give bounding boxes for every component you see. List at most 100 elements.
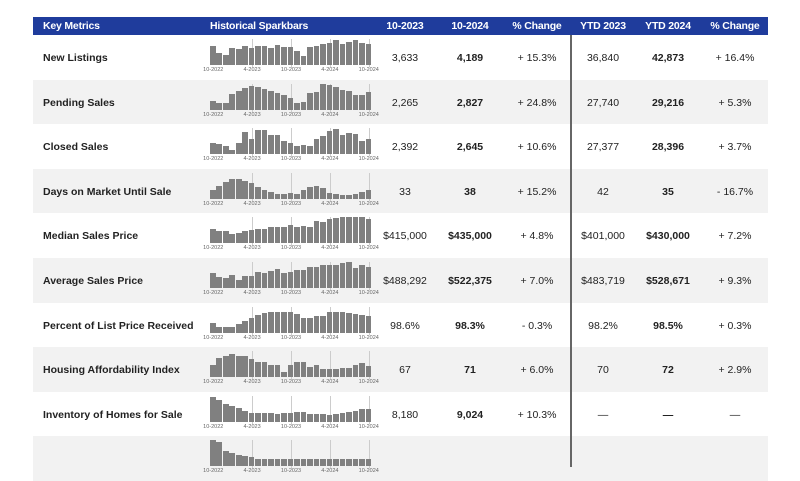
sparkbar <box>235 179 242 199</box>
value-ychg: + 3.7% <box>718 141 752 154</box>
sparkbar <box>222 278 229 288</box>
sparkbar <box>339 368 346 378</box>
metric-label: Inventory of Homes for Sale <box>43 408 183 421</box>
sparkbar-tick-label: 10-2023 <box>280 423 302 430</box>
sparkbar-axis: 10-2022 4-2023 10-2023 4-2024 10-2024 <box>203 111 379 120</box>
sparkbar <box>242 410 248 422</box>
sparkbar <box>294 51 300 65</box>
sparkbar <box>359 141 365 155</box>
sparkbar <box>307 317 313 333</box>
value-y2023: 27,377 <box>586 141 620 154</box>
sparkbar <box>222 326 229 333</box>
sparkbar-tick-label: 10-2023 <box>280 67 302 73</box>
sparkbar <box>346 91 352 110</box>
sparkbar <box>333 413 339 422</box>
value-y2024: 42,873 <box>651 52 685 64</box>
sparkbar <box>359 192 365 199</box>
sparkbar-tick-label: 10-2023 <box>280 200 302 207</box>
sparkbar <box>242 320 248 333</box>
sparkbar <box>294 458 300 467</box>
sparkbar <box>313 316 320 333</box>
sparkbar <box>235 49 242 65</box>
sparkbar-tick-label: 4-2024 <box>321 289 339 296</box>
table-row: 10-2022 4-2023 10-2023 4-2024 10-2024 <box>33 436 768 481</box>
sparkbar <box>261 88 268 110</box>
sparkbar <box>261 229 268 244</box>
sparkbar-tick-label: 10-2022 <box>203 156 224 163</box>
sparkbar-chart <box>210 128 372 157</box>
sparkbar <box>294 313 300 333</box>
value-mchg: + 10.6% <box>517 141 557 154</box>
sparkbar-tick-label: 10-2024 <box>358 334 379 341</box>
sparkbar-tick-label: 4-2023 <box>243 379 261 386</box>
sparkbar <box>307 46 313 65</box>
value-m2023: 3,633 <box>391 52 419 64</box>
sparkbar <box>281 193 287 199</box>
value-m2024: 38 <box>464 185 476 198</box>
sparkbar <box>307 267 313 288</box>
metric-label: Percent of List Price Received <box>43 319 194 332</box>
value-y2024: $430,000 <box>646 230 690 243</box>
value-y2024: 29,216 <box>651 96 685 109</box>
value-m2023: $488,292 <box>383 274 427 287</box>
sparkbar-tick-label: 4-2024 <box>321 111 339 118</box>
sparkbar <box>326 42 333 65</box>
sparkbar <box>326 369 333 378</box>
sparkbar-tick-label: 10-2023 <box>280 289 302 296</box>
sparkbar-axis: 10-2022 4-2023 10-2023 4-2024 10-2024 <box>203 335 379 343</box>
sparkbar <box>261 129 268 155</box>
sparkbar-tick-label: 10-2023 <box>280 111 302 118</box>
metric-label: Average Sales Price <box>43 274 144 287</box>
sparkbar <box>242 132 248 155</box>
sparkbar <box>365 219 372 244</box>
sparkbar <box>287 142 294 155</box>
sparkbar-chart <box>210 440 372 469</box>
sparkbar-gridline <box>291 128 292 157</box>
sparkbar-tick-label: 10-2024 <box>358 379 379 386</box>
sparkbar-gridline <box>329 172 331 201</box>
value-ychg: + 16.4% <box>715 52 755 64</box>
sparkbar <box>255 187 261 199</box>
sparkbar <box>352 458 359 467</box>
sparkbar <box>229 453 236 467</box>
value-y2024: — <box>662 408 674 421</box>
sparkbar <box>242 356 248 378</box>
value-y2023: — <box>597 408 609 421</box>
sparkbar <box>300 225 307 244</box>
sparkbar <box>339 458 346 467</box>
sparkbar <box>320 84 326 110</box>
sparkbar <box>274 227 281 244</box>
sparkbar <box>307 227 313 244</box>
sparkbar <box>222 356 229 378</box>
value-m2024: 98.3% <box>455 319 485 332</box>
sparkbar-tick-label: 10-2024 <box>358 156 379 163</box>
value-y2023: 42 <box>597 185 609 198</box>
sparkbar <box>294 146 300 155</box>
sparkbar <box>359 94 365 110</box>
sparkbar <box>255 413 261 422</box>
sparkbar <box>307 458 313 467</box>
sparkbar <box>287 193 294 199</box>
sparkbar <box>274 311 281 333</box>
sparkbar <box>365 366 372 378</box>
sparkbar <box>287 47 294 65</box>
sparkbar <box>235 454 242 467</box>
sparkbar-tick-label: 4-2023 <box>243 245 261 252</box>
value-mchg: + 15.2% <box>517 185 557 198</box>
sparkbar-tick-label: 4-2023 <box>243 67 261 73</box>
value-y2024: 35 <box>662 185 674 198</box>
sparkbar <box>216 231 223 244</box>
sparkbar <box>235 408 242 422</box>
key-metrics-table: Key Metrics Historical Sparkbars 10-2023… <box>33 17 768 481</box>
sparkbar <box>313 46 320 65</box>
sparkbar-chart <box>210 261 372 290</box>
sparkbar-axis: 10-2022 4-2023 10-2023 4-2024 10-2024 <box>203 245 379 253</box>
sparkbar-tick-label: 10-2022 <box>203 334 224 341</box>
value-mchg: + 15.3% <box>517 52 557 64</box>
sparkbar <box>255 229 261 244</box>
sparkbar-chart <box>210 351 372 380</box>
sparkbar-tick-label: 4-2024 <box>321 379 339 386</box>
sparkbar <box>346 411 352 422</box>
value-ychg: + 0.3% <box>718 319 752 332</box>
value-m2024: 2,645 <box>456 141 484 154</box>
